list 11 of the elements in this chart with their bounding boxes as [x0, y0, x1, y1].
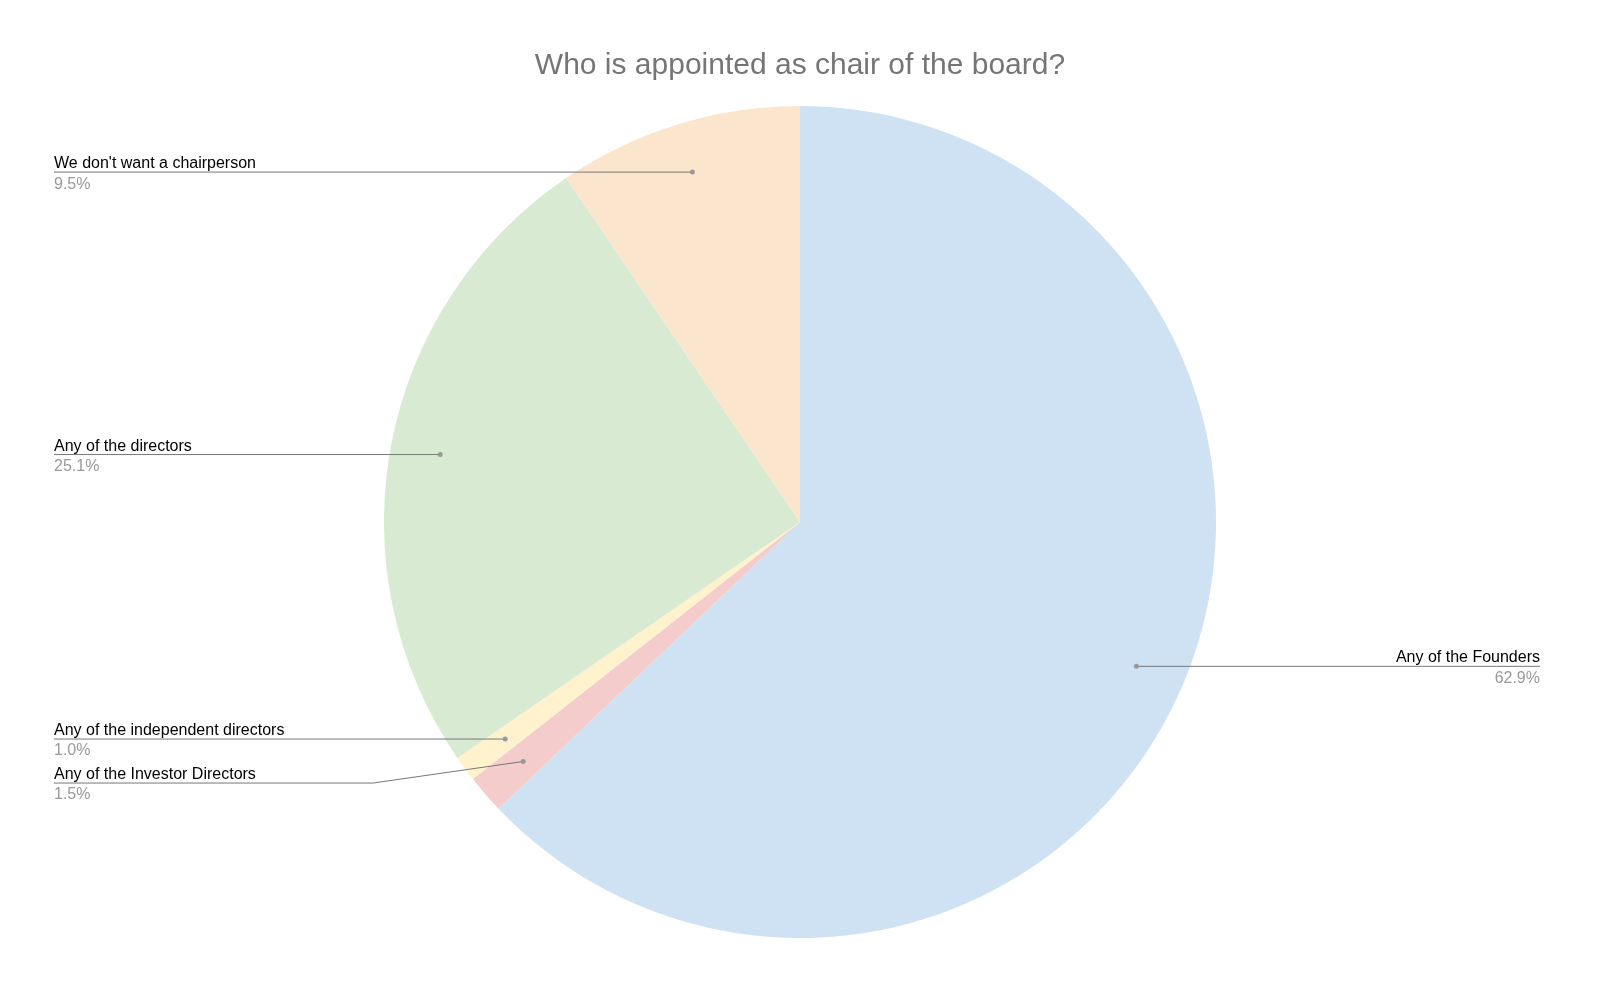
data-label: 62.9% [1494, 668, 1540, 686]
slice-label: We don't want a chairperson [54, 154, 256, 172]
data-label: 25.1% [54, 456, 100, 474]
chart-title: Who is appointed as chair of the board? [534, 47, 1066, 81]
slice-label: Any of the independent directors [54, 721, 285, 739]
data-label: 1.0% [54, 741, 91, 759]
slice-label: Any of the Founders [1395, 648, 1540, 666]
data-label: 9.5% [54, 174, 91, 192]
data-label: 1.5% [54, 785, 91, 803]
slice-label: Any of the Investor Directors [54, 765, 256, 783]
slice-label: Any of the directors [54, 436, 192, 454]
